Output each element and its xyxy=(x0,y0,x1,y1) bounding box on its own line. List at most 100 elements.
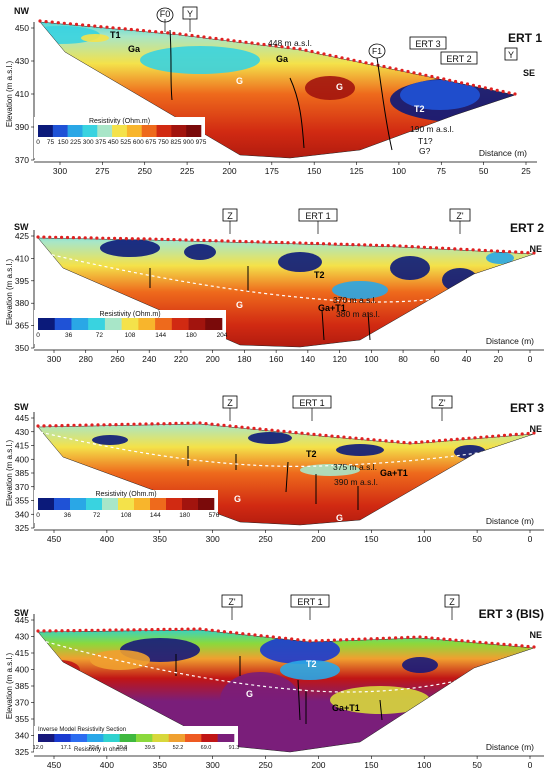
geologic-unit-label: Ga+T1 xyxy=(332,703,360,713)
electrode xyxy=(166,31,170,35)
electrode xyxy=(186,627,190,631)
electrode xyxy=(374,243,379,247)
section-cross-label: ERT 2 xyxy=(446,54,471,64)
colorbar-swatch xyxy=(52,125,68,137)
electrode xyxy=(156,422,160,426)
electrode xyxy=(491,434,495,438)
electrode xyxy=(484,641,488,645)
electrode xyxy=(520,250,524,254)
x-tick-label: 80 xyxy=(398,354,408,364)
electrode xyxy=(345,638,349,642)
electrode xyxy=(250,240,254,244)
electrode xyxy=(132,422,136,426)
electrode xyxy=(96,628,100,632)
electrode xyxy=(83,236,87,240)
electrode xyxy=(294,431,298,435)
electrode xyxy=(340,56,344,60)
electrode xyxy=(229,630,233,634)
electrode xyxy=(443,438,447,442)
electrode xyxy=(489,87,493,91)
electrode xyxy=(118,236,123,241)
electrode xyxy=(256,240,260,244)
geologic-unit-label: G xyxy=(236,300,243,310)
electrode xyxy=(107,236,111,240)
x-tick-label: 180 xyxy=(237,354,251,364)
colorbar-tick-label: 600 xyxy=(133,139,144,146)
colorbar-tick-label: 36 xyxy=(65,332,73,339)
electrode xyxy=(400,68,404,72)
geologic-unit-label: G xyxy=(234,494,241,504)
colorbar-swatch xyxy=(141,125,157,137)
geologic-unit-label: G xyxy=(236,76,243,86)
electrode xyxy=(54,424,58,428)
electrode xyxy=(298,241,302,245)
section-cross-label: ERT 1 xyxy=(297,597,322,607)
colorbar-swatch xyxy=(54,498,71,510)
y-tick-label: 340 xyxy=(15,509,29,519)
electrode xyxy=(270,428,274,432)
electrode xyxy=(495,88,499,92)
electrode xyxy=(62,21,66,25)
electrode xyxy=(310,49,314,54)
y-tick-label: 370 xyxy=(15,482,29,492)
electrode xyxy=(68,22,72,26)
annotation: 448 m a.s.l. xyxy=(268,38,312,48)
electrode xyxy=(402,440,406,445)
electrode xyxy=(280,240,284,245)
x-axis-title: Distance (m) xyxy=(486,516,534,526)
electrode xyxy=(135,28,139,32)
electrode xyxy=(461,437,465,441)
annotation: 370 m a.s.l. xyxy=(333,295,377,305)
electrode xyxy=(483,86,487,90)
electrode xyxy=(74,22,79,26)
electrode xyxy=(168,627,172,632)
geologic-unit-label: G xyxy=(336,82,343,92)
electrode xyxy=(284,636,288,640)
electrode xyxy=(174,627,178,631)
anomaly xyxy=(90,650,150,670)
electrode xyxy=(442,637,446,641)
electrode xyxy=(448,638,452,642)
electrode xyxy=(186,421,190,425)
colorbar-tick-label: 36 xyxy=(64,512,72,519)
electrode-array xyxy=(38,19,517,96)
electrode xyxy=(42,235,46,239)
electrode xyxy=(466,639,470,643)
colorbar-title: Resistivity (Ohm.m) xyxy=(95,491,156,498)
colorbar-swatch xyxy=(201,734,218,742)
electrode xyxy=(240,425,244,429)
anomaly xyxy=(260,636,340,664)
colorbar-tick-label: 900 xyxy=(183,139,194,146)
electrode xyxy=(363,243,367,247)
section-cross-label: Y xyxy=(508,50,514,60)
x-tick-label: 350 xyxy=(153,760,167,770)
anomaly xyxy=(402,657,438,673)
electrode xyxy=(234,425,238,429)
electrode xyxy=(95,236,99,240)
electrode xyxy=(394,636,398,640)
y-axis-title: Elevation (m a.s.l.) xyxy=(5,440,14,507)
x-tick-label: 200 xyxy=(222,166,236,176)
electrode xyxy=(412,71,416,75)
fault-label: F1 xyxy=(372,46,382,56)
colorbar-tick-label: 0 xyxy=(36,332,40,339)
electrode xyxy=(398,244,402,248)
electrode xyxy=(60,235,64,239)
colorbar-title: Inverse Model Resistivity Section xyxy=(38,727,126,733)
electrode xyxy=(178,238,182,242)
electrode xyxy=(326,638,330,642)
electrode xyxy=(430,74,434,79)
colorbar-swatch xyxy=(118,498,135,510)
electrode xyxy=(396,440,400,444)
direction-right: NE xyxy=(529,244,542,254)
geologic-unit-label: T2 xyxy=(306,659,317,669)
electrode xyxy=(148,237,152,241)
electrode xyxy=(120,422,124,426)
colorbar-swatch xyxy=(198,498,215,510)
colorbar-swatch xyxy=(112,125,128,137)
panel-title: ERT 2 xyxy=(510,221,544,235)
electrode xyxy=(144,422,148,426)
x-tick-label: 300 xyxy=(206,534,220,544)
electrode xyxy=(36,629,40,633)
